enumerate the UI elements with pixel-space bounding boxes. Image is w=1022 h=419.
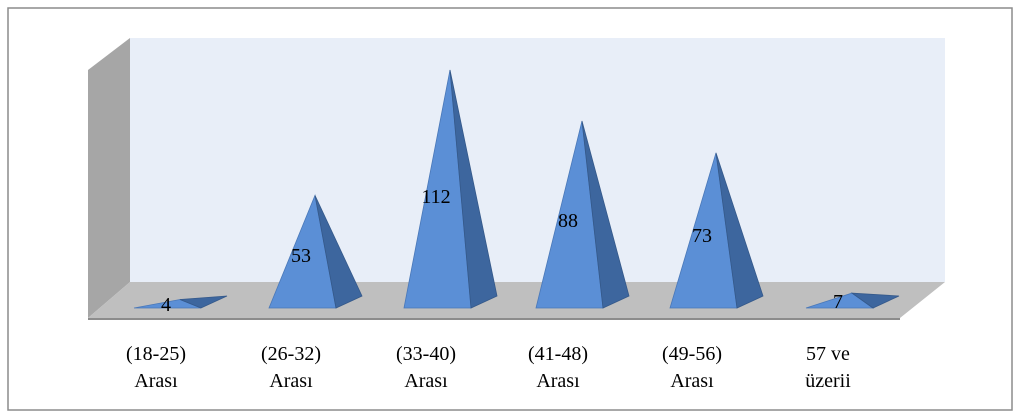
value-label: 112 xyxy=(421,186,450,208)
pyramid-side xyxy=(314,195,363,309)
pyramid xyxy=(805,292,900,309)
side-wall xyxy=(88,38,130,318)
pyramid xyxy=(403,69,498,309)
pyramid-side xyxy=(581,120,630,309)
pyramid-side xyxy=(715,152,764,309)
pyramid-side xyxy=(179,295,228,309)
value-label: 88 xyxy=(558,210,578,232)
x-tick-label: (41-48) Arası xyxy=(528,343,588,392)
back-wall xyxy=(130,38,945,282)
floor-edge xyxy=(88,318,900,320)
x-tick-label: (33-40) Arası xyxy=(396,343,456,392)
value-label: 4 xyxy=(161,294,171,316)
value-label: 7 xyxy=(833,291,843,313)
pyramid xyxy=(535,120,630,309)
x-tick-label: (18-25) Arası xyxy=(126,343,186,392)
pyramid xyxy=(133,295,228,309)
pyramid-side xyxy=(449,69,498,309)
pyramid xyxy=(268,193,363,309)
value-label: 73 xyxy=(692,225,712,247)
value-label: 53 xyxy=(291,245,311,267)
x-tick-label: 57 ve üzerii xyxy=(805,343,851,392)
x-tick-label: (49-56) Arası xyxy=(662,343,722,392)
pyramid-side xyxy=(850,292,900,309)
pyramid xyxy=(669,152,764,309)
x-tick-label: (26-32) Arası xyxy=(261,343,321,392)
